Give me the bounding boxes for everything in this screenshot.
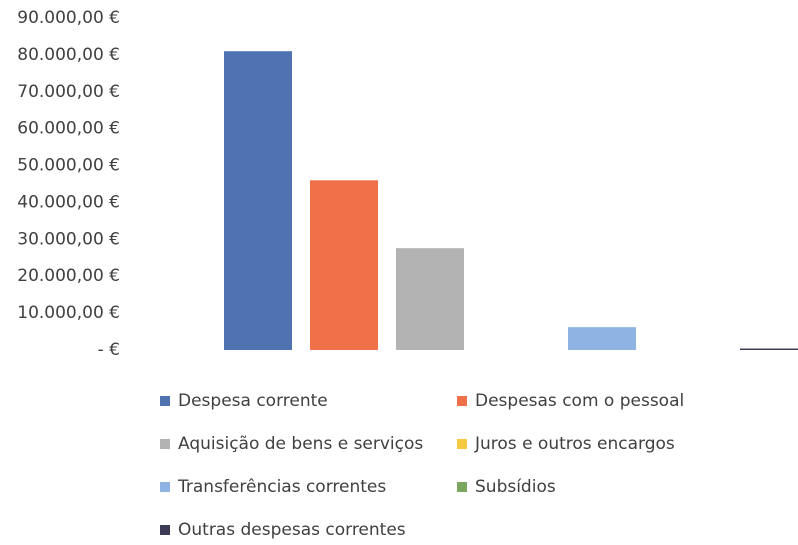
legend-swatch: [160, 439, 170, 449]
legend-swatch: [160, 525, 170, 535]
y-tick-label: 50.000,00 €: [17, 156, 120, 176]
y-tick-label: 30.000,00 €: [17, 229, 120, 249]
y-tick-label: 10.000,00 €: [17, 303, 120, 323]
bar: [568, 327, 636, 350]
legend-label: Juros e outros encargos: [474, 434, 675, 454]
legend-swatch: [160, 396, 170, 406]
y-tick-label: 40.000,00 €: [17, 192, 120, 212]
legend-label: Aquisição de bens e serviços: [178, 434, 423, 454]
y-tick-label: 80.000,00 €: [17, 45, 120, 65]
y-tick-label: - €: [98, 340, 120, 360]
legend-label: Despesa corrente: [178, 391, 328, 411]
legend-label: Transferências correntes: [177, 477, 386, 497]
y-tick-label: 90.000,00 €: [17, 8, 120, 28]
legend-swatch: [457, 396, 467, 406]
bar: [740, 348, 798, 350]
y-tick-label: 60.000,00 €: [17, 119, 120, 139]
bar: [396, 248, 464, 350]
bar: [224, 51, 292, 350]
y-tick-label: 70.000,00 €: [17, 82, 120, 102]
bar: [310, 180, 378, 350]
y-tick-label: 20.000,00 €: [17, 266, 120, 286]
legend-swatch: [160, 482, 170, 492]
legend-swatch: [457, 439, 467, 449]
legend-label: Outras despesas correntes: [178, 520, 406, 540]
legend-label: Subsídios: [475, 477, 556, 497]
legend-swatch: [457, 482, 467, 492]
legend-label: Despesas com o pessoal: [475, 391, 684, 411]
